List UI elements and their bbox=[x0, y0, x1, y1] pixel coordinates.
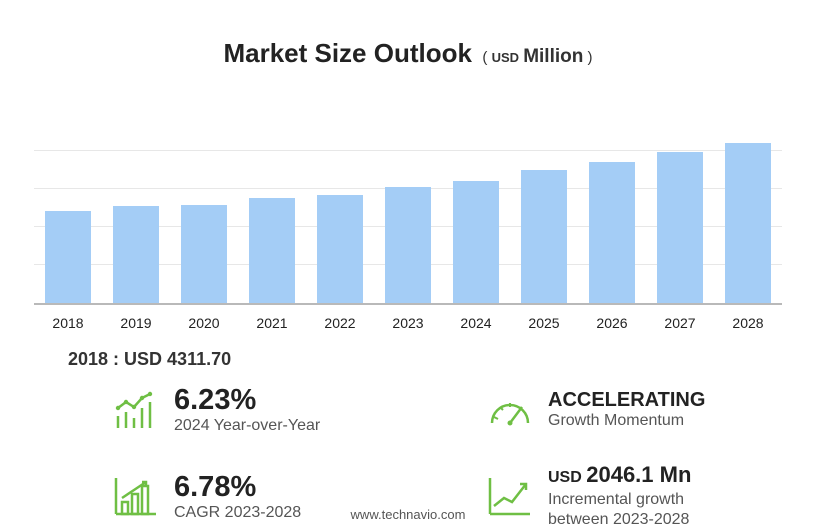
base-year-value: 2018 : USD 4311.70 bbox=[68, 349, 816, 370]
title-main: Market Size Outlook bbox=[223, 38, 472, 68]
stat-momentum: ACCELERATING Growth Momentum bbox=[408, 384, 782, 435]
x-label: 2027 bbox=[657, 315, 703, 331]
yoy-value: 6.23% bbox=[174, 384, 320, 417]
bar bbox=[657, 152, 703, 303]
x-label: 2028 bbox=[725, 315, 771, 331]
momentum-label: Growth Momentum bbox=[548, 412, 705, 430]
x-label: 2026 bbox=[589, 315, 635, 331]
x-axis-labels: 2018 2019 2020 2021 2022 2023 2024 2025 2026 2027… bbox=[34, 315, 782, 331]
yoy-label: 2024 Year-over-Year bbox=[174, 417, 320, 435]
footer-source: www.technavio.com bbox=[0, 507, 816, 522]
bar bbox=[589, 162, 635, 303]
x-label: 2025 bbox=[521, 315, 567, 331]
incremental-amount-line: USD 2046.1 Mn bbox=[548, 461, 691, 490]
title-subtitle: ( USD Million ) bbox=[482, 49, 592, 66]
bar bbox=[317, 195, 363, 303]
x-label: 2024 bbox=[453, 315, 499, 331]
bar bbox=[113, 206, 159, 303]
x-label: 2019 bbox=[113, 315, 159, 331]
bar bbox=[385, 187, 431, 303]
bar bbox=[45, 211, 91, 303]
bar bbox=[249, 198, 295, 303]
bar bbox=[725, 143, 771, 303]
chart-title: Market Size Outlook ( USD Million ) bbox=[0, 0, 816, 69]
speedometer-icon bbox=[488, 393, 532, 427]
momentum-value: ACCELERATING bbox=[548, 389, 705, 412]
x-label: 2023 bbox=[385, 315, 431, 331]
bars-container bbox=[34, 115, 782, 303]
bar bbox=[181, 205, 227, 303]
bar bbox=[521, 170, 567, 303]
bar bbox=[453, 181, 499, 303]
bar-chart bbox=[34, 115, 782, 305]
x-label: 2022 bbox=[317, 315, 363, 331]
stat-yoy: 6.23% 2024 Year-over-Year bbox=[34, 384, 408, 435]
x-label: 2021 bbox=[249, 315, 295, 331]
x-label: 2018 bbox=[45, 315, 91, 331]
bar-growth-icon bbox=[114, 390, 158, 430]
cagr-value: 6.78% bbox=[174, 471, 301, 504]
x-label: 2020 bbox=[181, 315, 227, 331]
